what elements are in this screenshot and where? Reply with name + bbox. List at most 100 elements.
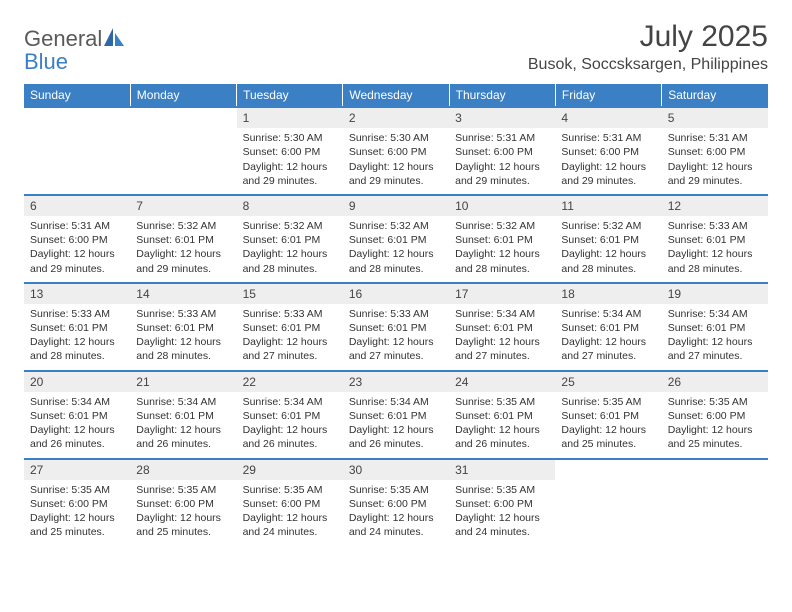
logo-text-block: General Blue — [24, 28, 124, 74]
day-line: and 26 minutes. — [243, 437, 337, 451]
day-line: Sunset: 6:01 PM — [455, 233, 549, 247]
day-line: Daylight: 12 hours — [455, 511, 549, 525]
day-number-cell: 17 — [449, 283, 555, 304]
day-line: and 28 minutes. — [349, 262, 443, 276]
day-content-cell: Sunrise: 5:33 AMSunset: 6:01 PMDaylight:… — [343, 304, 449, 371]
day-content-cell: Sunrise: 5:35 AMSunset: 6:00 PMDaylight:… — [24, 480, 130, 546]
day-line: Sunrise: 5:34 AM — [561, 307, 655, 321]
calendar-table: SundayMondayTuesdayWednesdayThursdayFrid… — [24, 84, 768, 546]
day-content-cell: Sunrise: 5:35 AMSunset: 6:00 PMDaylight:… — [449, 480, 555, 546]
day-number-cell: 9 — [343, 195, 449, 216]
day-line: and 25 minutes. — [136, 525, 230, 539]
day-number-cell: 25 — [555, 371, 661, 392]
day-content-cell: Sunrise: 5:32 AMSunset: 6:01 PMDaylight:… — [343, 216, 449, 283]
day-number-cell: 10 — [449, 195, 555, 216]
day-line: Sunrise: 5:32 AM — [561, 219, 655, 233]
day-line: Daylight: 12 hours — [30, 511, 124, 525]
day-line: Sunset: 6:00 PM — [349, 497, 443, 511]
day-line: Daylight: 12 hours — [30, 335, 124, 349]
day-line: Sunrise: 5:32 AM — [455, 219, 549, 233]
day-content-cell: Sunrise: 5:30 AMSunset: 6:00 PMDaylight:… — [237, 128, 343, 195]
day-line: and 24 minutes. — [349, 525, 443, 539]
day-line: Sunset: 6:01 PM — [668, 321, 762, 335]
day-line: and 29 minutes. — [243, 174, 337, 188]
content-row: Sunrise: 5:33 AMSunset: 6:01 PMDaylight:… — [24, 304, 768, 371]
title-block: July 2025 Busok, Soccsksargen, Philippin… — [528, 20, 768, 74]
day-line: Daylight: 12 hours — [30, 423, 124, 437]
day-line: Daylight: 12 hours — [349, 335, 443, 349]
day-line: Sunset: 6:00 PM — [136, 497, 230, 511]
day-line: Daylight: 12 hours — [243, 335, 337, 349]
day-line: Sunrise: 5:31 AM — [30, 219, 124, 233]
day-line: Daylight: 12 hours — [136, 335, 230, 349]
day-line: and 29 minutes. — [136, 262, 230, 276]
day-number-cell: 12 — [662, 195, 768, 216]
day-content-cell: Sunrise: 5:33 AMSunset: 6:01 PMDaylight:… — [237, 304, 343, 371]
day-line: Sunset: 6:00 PM — [668, 145, 762, 159]
day-line: Sunset: 6:01 PM — [349, 321, 443, 335]
day-content-cell — [24, 128, 130, 195]
day-line: Sunrise: 5:35 AM — [349, 483, 443, 497]
day-number-cell: 23 — [343, 371, 449, 392]
day-line: and 24 minutes. — [455, 525, 549, 539]
day-line: Sunset: 6:00 PM — [30, 233, 124, 247]
day-line: Daylight: 12 hours — [136, 423, 230, 437]
day-line: Sunrise: 5:34 AM — [349, 395, 443, 409]
day-line: and 26 minutes. — [349, 437, 443, 451]
day-content-cell: Sunrise: 5:32 AMSunset: 6:01 PMDaylight:… — [449, 216, 555, 283]
day-line: Sunset: 6:01 PM — [668, 233, 762, 247]
day-number-cell: 3 — [449, 107, 555, 128]
day-number-cell: 7 — [130, 195, 236, 216]
day-line: Daylight: 12 hours — [455, 247, 549, 261]
day-line: Daylight: 12 hours — [349, 423, 443, 437]
day-line: Sunset: 6:01 PM — [136, 409, 230, 423]
day-number-cell: 19 — [662, 283, 768, 304]
day-number-cell: 14 — [130, 283, 236, 304]
day-line: Sunrise: 5:33 AM — [349, 307, 443, 321]
day-line: Daylight: 12 hours — [561, 423, 655, 437]
weekday-header: Tuesday — [237, 84, 343, 107]
day-line: and 28 minutes. — [668, 262, 762, 276]
day-number-cell: 13 — [24, 283, 130, 304]
day-number-cell: 30 — [343, 459, 449, 480]
daynum-row: 20212223242526 — [24, 371, 768, 392]
day-line: Daylight: 12 hours — [455, 160, 549, 174]
day-content-cell: Sunrise: 5:33 AMSunset: 6:01 PMDaylight:… — [662, 216, 768, 283]
day-line: and 29 minutes. — [30, 262, 124, 276]
day-number-cell: 1 — [237, 107, 343, 128]
day-line: and 27 minutes. — [561, 349, 655, 363]
day-content-cell — [130, 128, 236, 195]
day-line: Daylight: 12 hours — [30, 247, 124, 261]
day-line: and 27 minutes. — [455, 349, 549, 363]
day-line: Daylight: 12 hours — [455, 423, 549, 437]
day-line: Sunrise: 5:30 AM — [349, 131, 443, 145]
day-line: Sunrise: 5:35 AM — [136, 483, 230, 497]
weekday-header: Sunday — [24, 84, 130, 107]
day-line: Sunrise: 5:31 AM — [668, 131, 762, 145]
day-number-cell: 11 — [555, 195, 661, 216]
day-line: and 26 minutes. — [30, 437, 124, 451]
day-number-cell — [662, 459, 768, 480]
day-line: and 29 minutes. — [668, 174, 762, 188]
day-line: and 28 minutes. — [30, 349, 124, 363]
day-line: Sunrise: 5:35 AM — [243, 483, 337, 497]
day-line: Daylight: 12 hours — [349, 511, 443, 525]
day-line: Sunrise: 5:33 AM — [243, 307, 337, 321]
weekday-header: Saturday — [662, 84, 768, 107]
day-content-cell: Sunrise: 5:31 AMSunset: 6:00 PMDaylight:… — [662, 128, 768, 195]
day-content-cell: Sunrise: 5:35 AMSunset: 6:01 PMDaylight:… — [449, 392, 555, 459]
day-content-cell: Sunrise: 5:31 AMSunset: 6:00 PMDaylight:… — [24, 216, 130, 283]
day-content-cell — [662, 480, 768, 546]
day-content-cell: Sunrise: 5:34 AMSunset: 6:01 PMDaylight:… — [662, 304, 768, 371]
day-line: Sunrise: 5:30 AM — [243, 131, 337, 145]
day-content-cell: Sunrise: 5:35 AMSunset: 6:00 PMDaylight:… — [343, 480, 449, 546]
day-content-cell: Sunrise: 5:31 AMSunset: 6:00 PMDaylight:… — [555, 128, 661, 195]
day-line: and 27 minutes. — [349, 349, 443, 363]
weekday-header: Thursday — [449, 84, 555, 107]
daynum-row: 2728293031 — [24, 459, 768, 480]
day-line: Sunset: 6:01 PM — [30, 409, 124, 423]
day-line: Sunset: 6:00 PM — [30, 497, 124, 511]
day-line: Daylight: 12 hours — [561, 247, 655, 261]
day-content-cell: Sunrise: 5:30 AMSunset: 6:00 PMDaylight:… — [343, 128, 449, 195]
day-line: Sunset: 6:01 PM — [561, 409, 655, 423]
